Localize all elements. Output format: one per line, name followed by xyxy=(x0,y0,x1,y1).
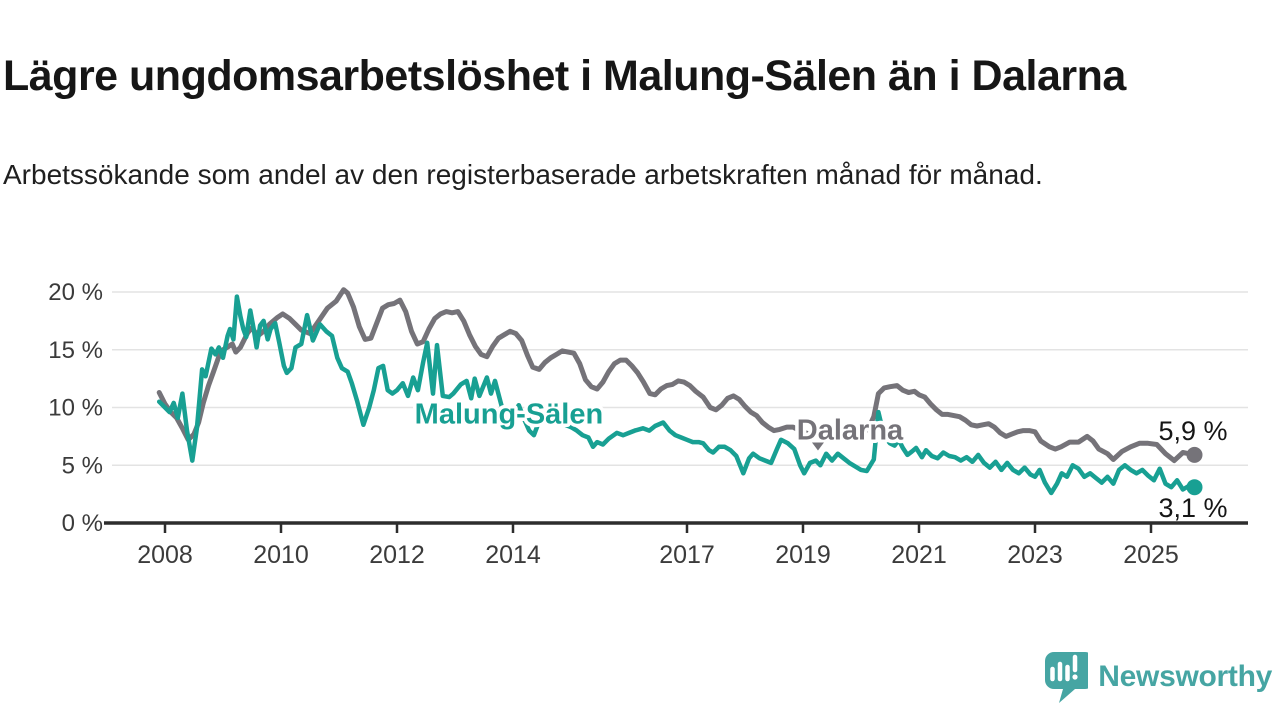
x-axis-tick-label: 2008 xyxy=(137,541,193,569)
newsworthy-branding: Newsworthy xyxy=(1038,650,1272,704)
series-label-malung-sälen: Malung-Sälen xyxy=(415,398,604,430)
series-end-dot-dalarna xyxy=(1186,446,1203,463)
chart-subtitle: Arbetssökande som andel av den registerb… xyxy=(3,159,1043,190)
series-label-dalarna: Dalarna xyxy=(797,414,904,446)
x-axis-tick-label: 2021 xyxy=(891,541,947,569)
page-title: Lägre ungdomsarbetslöshet i Malung-Sälen… xyxy=(3,51,1126,100)
label-pointer-caret xyxy=(811,442,824,451)
x-axis-tick-label: 2023 xyxy=(1007,541,1063,569)
y-axis-tick-label: 5 % xyxy=(62,452,103,479)
series-end-dot-malung-sälen xyxy=(1186,479,1203,496)
y-axis-tick-label: 20 % xyxy=(48,279,103,306)
y-axis-tick-label: 10 % xyxy=(48,395,103,422)
x-axis-tick-label: 2025 xyxy=(1123,541,1179,569)
series-line-dalarna xyxy=(156,287,1197,464)
series-end-value-label: 3,1 % xyxy=(1158,493,1227,523)
y-axis-tick-label: 15 % xyxy=(48,337,103,364)
x-axis-tick-label: 2019 xyxy=(775,541,831,569)
newsworthy-logo-icon xyxy=(1045,652,1089,703)
series-end-value-label: 5,9 % xyxy=(1158,416,1227,446)
logo-exclamation-dot xyxy=(1072,674,1078,680)
brand-name: Newsworthy xyxy=(1098,660,1272,693)
y-axis-tick-label: 0 % xyxy=(62,510,103,537)
x-axis-tick-label: 2017 xyxy=(659,541,715,569)
x-axis-tick-label: 2010 xyxy=(253,541,309,569)
x-axis-tick-label: 2014 xyxy=(485,541,541,569)
series-line-malung-sälen xyxy=(156,294,1197,496)
x-axis-tick-label: 2012 xyxy=(369,541,425,569)
